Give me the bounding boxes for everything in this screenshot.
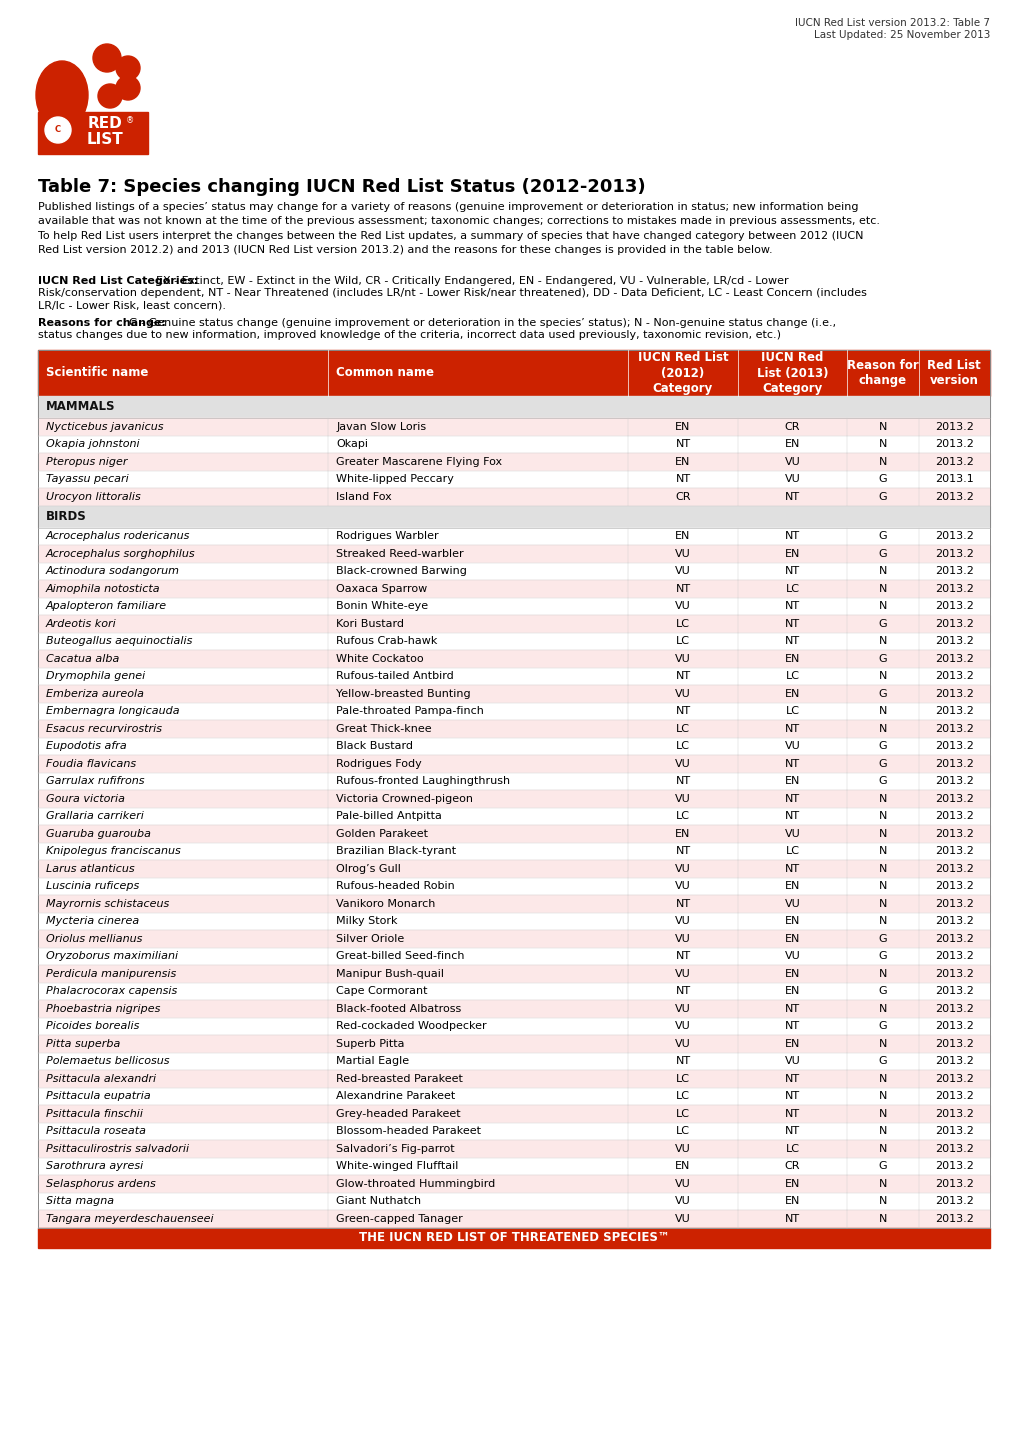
- Text: 2013.2: 2013.2: [934, 1108, 973, 1118]
- Text: G: G: [877, 531, 887, 541]
- Text: 2013.2: 2013.2: [934, 688, 973, 698]
- Text: Pteropus niger: Pteropus niger: [46, 457, 127, 466]
- Bar: [38, 843, 989, 860]
- Ellipse shape: [36, 61, 88, 128]
- Text: VU: VU: [675, 654, 690, 664]
- Text: VU: VU: [675, 968, 690, 978]
- Text: Alexandrine Parakeet: Alexandrine Parakeet: [336, 1091, 455, 1101]
- Bar: [38, 453, 989, 470]
- Bar: [38, 1140, 989, 1157]
- Text: G - Genuine status change (genuine improvement or deterioration in the species’ : G - Genuine status change (genuine impro…: [128, 317, 836, 328]
- Text: N: N: [877, 636, 887, 646]
- Text: N: N: [877, 1039, 887, 1049]
- Bar: [38, 720, 989, 737]
- Text: 2013.2: 2013.2: [934, 934, 973, 944]
- Text: 2013.2: 2013.2: [934, 531, 973, 541]
- Text: Greater Mascarene Flying Fox: Greater Mascarene Flying Fox: [336, 457, 502, 466]
- Text: VU: VU: [784, 475, 800, 485]
- Text: 2013.2: 2013.2: [934, 1144, 973, 1154]
- Bar: [38, 1123, 989, 1140]
- Text: 2013.2: 2013.2: [934, 916, 973, 926]
- Text: LC: LC: [785, 706, 799, 716]
- Text: Rufous Crab-hawk: Rufous Crab-hawk: [336, 636, 437, 646]
- Text: 2013.2: 2013.2: [934, 794, 973, 804]
- Text: LC: LC: [676, 811, 689, 821]
- Text: Rufous-tailed Antbird: Rufous-tailed Antbird: [336, 671, 453, 681]
- Text: Silver Oriole: Silver Oriole: [336, 934, 405, 944]
- Bar: [38, 1228, 989, 1248]
- Text: 2013.2: 2013.2: [934, 566, 973, 576]
- Text: N: N: [877, 899, 887, 909]
- Text: Green-capped Tanager: Green-capped Tanager: [336, 1214, 463, 1224]
- Bar: [38, 1211, 989, 1228]
- Text: Table 7: Species changing IUCN Red List Status (2012-2013): Table 7: Species changing IUCN Red List …: [38, 177, 645, 196]
- Bar: [38, 860, 989, 877]
- Text: Rodrigues Fody: Rodrigues Fody: [336, 759, 422, 769]
- Text: Salvadori’s Fig-parrot: Salvadori’s Fig-parrot: [336, 1144, 454, 1154]
- Text: NT: NT: [785, 619, 799, 629]
- Text: Scientific name: Scientific name: [46, 367, 148, 380]
- Text: Rodrigues Warbler: Rodrigues Warbler: [336, 531, 438, 541]
- Text: 2013.2: 2013.2: [934, 439, 973, 449]
- Text: White-winged Flufftail: White-winged Flufftail: [336, 1162, 459, 1172]
- Text: N: N: [877, 457, 887, 466]
- Text: 2013.2: 2013.2: [934, 776, 973, 786]
- Text: 2013.2: 2013.2: [934, 706, 973, 716]
- Text: Golden Parakeet: Golden Parakeet: [336, 828, 428, 838]
- Bar: [38, 528, 989, 545]
- Text: Polemaetus bellicosus: Polemaetus bellicosus: [46, 1056, 169, 1066]
- Text: RED: RED: [88, 117, 122, 131]
- Text: EN: EN: [675, 531, 690, 541]
- Text: N: N: [877, 439, 887, 449]
- Text: NT: NT: [785, 531, 799, 541]
- Text: Sitta magna: Sitta magna: [46, 1196, 114, 1206]
- Text: Foudia flavicans: Foudia flavicans: [46, 759, 136, 769]
- Text: Island Fox: Island Fox: [336, 492, 391, 502]
- Text: N: N: [877, 968, 887, 978]
- Text: Vanikoro Monarch: Vanikoro Monarch: [336, 899, 435, 909]
- Text: G: G: [877, 688, 887, 698]
- Text: EN: EN: [675, 1162, 690, 1172]
- Text: EN: EN: [784, 776, 799, 786]
- Text: VU: VU: [784, 742, 800, 752]
- Text: Buteogallus aequinoctialis: Buteogallus aequinoctialis: [46, 636, 193, 646]
- Text: N: N: [877, 1004, 887, 1014]
- Text: VU: VU: [675, 548, 690, 558]
- Text: Luscinia ruficeps: Luscinia ruficeps: [46, 882, 140, 892]
- Text: G: G: [877, 742, 887, 752]
- Text: Psittacula alexandri: Psittacula alexandri: [46, 1074, 156, 1084]
- Bar: [38, 505, 989, 528]
- Text: Tayassu pecari: Tayassu pecari: [46, 475, 128, 485]
- Bar: [38, 395, 989, 418]
- Text: Ardeotis kori: Ardeotis kori: [46, 619, 116, 629]
- Bar: [38, 436, 989, 453]
- Circle shape: [98, 84, 122, 108]
- Bar: [38, 113, 148, 154]
- Text: 2013.2: 2013.2: [934, 1179, 973, 1189]
- Text: Esacus recurvirostris: Esacus recurvirostris: [46, 724, 162, 733]
- Text: VU: VU: [675, 566, 690, 576]
- Text: Great Thick-knee: Great Thick-knee: [336, 724, 432, 733]
- Text: NT: NT: [785, 1126, 799, 1136]
- Text: 2013.2: 2013.2: [934, 1126, 973, 1136]
- Text: 2013.2: 2013.2: [934, 619, 973, 629]
- Text: Black-footed Albatross: Black-footed Albatross: [336, 1004, 462, 1014]
- Text: N: N: [877, 828, 887, 838]
- Bar: [38, 668, 989, 685]
- Text: N: N: [877, 1196, 887, 1206]
- Text: NT: NT: [785, 811, 799, 821]
- Text: Rufous-headed Robin: Rufous-headed Robin: [336, 882, 454, 892]
- Text: Milky Stork: Milky Stork: [336, 916, 397, 926]
- Bar: [38, 563, 989, 580]
- Text: N: N: [877, 706, 887, 716]
- Text: Cacatua alba: Cacatua alba: [46, 654, 119, 664]
- Text: ®: ®: [125, 117, 133, 126]
- Text: N: N: [877, 1091, 887, 1101]
- Text: IUCN Red List
(2012)
Category: IUCN Red List (2012) Category: [637, 351, 728, 395]
- Text: Guaruba guarouba: Guaruba guarouba: [46, 828, 151, 838]
- Text: Pitta superba: Pitta superba: [46, 1039, 120, 1049]
- Text: Psittacula eupatria: Psittacula eupatria: [46, 1091, 151, 1101]
- Text: 2013.2: 2013.2: [934, 636, 973, 646]
- Text: NT: NT: [675, 951, 690, 961]
- Text: 2013.2: 2013.2: [934, 811, 973, 821]
